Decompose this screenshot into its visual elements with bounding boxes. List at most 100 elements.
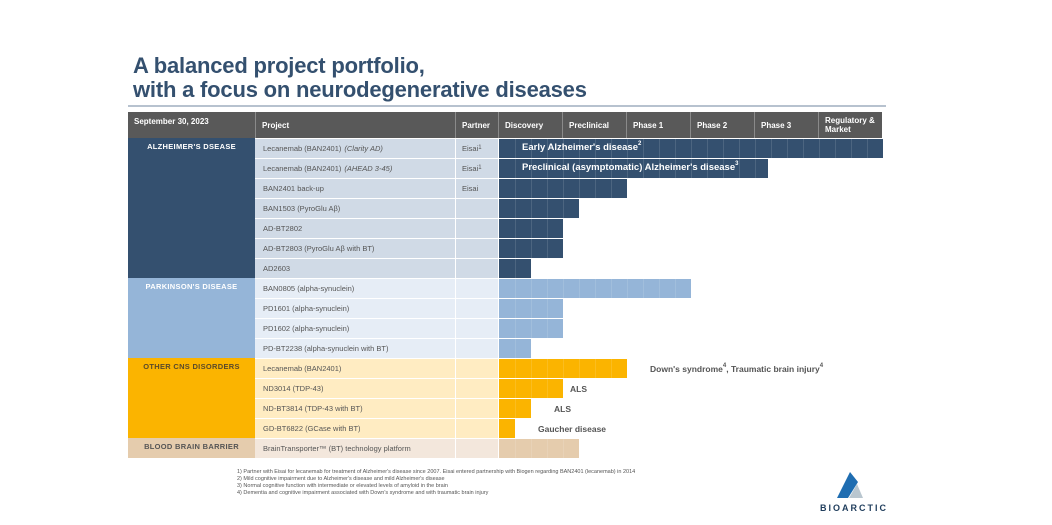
title-line-2: with a focus on neurodegenerative diseas… — [133, 77, 587, 102]
bar-gridline — [563, 199, 564, 218]
table-row: BAN2401 back-up Eisai — [255, 179, 498, 198]
bar-gridline — [531, 439, 532, 458]
project-name: Lecanemab (BAN2401) (Clarity AD) — [255, 139, 455, 158]
indication-footnote-ref: 2 — [637, 141, 642, 147]
bar-gridline — [675, 139, 676, 158]
bar-gridline — [547, 359, 548, 378]
pipeline-bar — [499, 279, 691, 298]
partner-cell — [456, 319, 498, 338]
partner-name: Eisai — [462, 184, 479, 193]
bar-gridline — [755, 139, 756, 158]
bar-gridline — [803, 139, 804, 158]
header-date: September 30, 2023 — [128, 112, 255, 138]
pipeline-bar — [499, 419, 515, 438]
table-row: PD-BT2238 (alpha-synuclein with BT) — [255, 339, 498, 358]
page-title: A balanced project portfolio, with a foc… — [133, 54, 587, 102]
indication-footnote-ref: 4 — [722, 363, 727, 369]
bar-gridline — [675, 279, 676, 298]
bar-gridline — [531, 179, 532, 198]
header-project: Project — [255, 112, 455, 138]
pipeline-bar — [499, 219, 563, 238]
indication-label-external: ALS — [554, 404, 571, 414]
header-partner: Partner — [455, 112, 498, 138]
bar-gridline — [531, 139, 532, 158]
bar-gridline — [515, 179, 516, 198]
project-name-text: ND-BT3814 (TDP-43 with BT) — [263, 404, 363, 413]
partner-cell — [456, 379, 498, 398]
bar-gridline — [595, 139, 596, 158]
partner-name: Eisai — [462, 144, 479, 153]
indication-label: Preclinical (asymptomatic) Alzheimer's d… — [522, 161, 739, 173]
partner-cell: Eisai — [456, 179, 498, 198]
bar-gridline — [547, 159, 548, 178]
bar-gridline — [515, 279, 516, 298]
table-row: GD-BT6822 (GCase with BT) — [255, 419, 498, 438]
project-name: ND-BT3814 (TDP-43 with BT) — [255, 399, 455, 418]
project-name-text: AD2603 — [263, 264, 291, 273]
header-stage-phase3: Phase 3 — [754, 112, 818, 138]
bar-gridline — [531, 279, 532, 298]
partner-cell — [456, 279, 498, 298]
bar-gridline — [611, 279, 612, 298]
bar-gridline — [771, 139, 772, 158]
bar-gridline — [531, 319, 532, 338]
partner-name: Eisai — [462, 164, 479, 173]
bar-gridline — [595, 159, 596, 178]
bar-gridline — [643, 139, 644, 158]
category-blood-brain-barrier: BLOOD BRAIN BARRIER — [128, 438, 255, 458]
header-stage-discovery: Discovery — [498, 112, 562, 138]
project-name-text: BAN0805 (alpha-synuclein) — [263, 284, 355, 293]
project-name: PD-BT2238 (alpha-synuclein with BT) — [255, 339, 455, 358]
pipeline-bar — [499, 319, 563, 338]
indication-label-external: ALS — [570, 384, 587, 394]
bar-gridline — [531, 239, 532, 258]
table-row: ND-BT3814 (TDP-43 with BT) — [255, 399, 498, 418]
table-row: PD1601 (alpha-synuclein) — [255, 299, 498, 318]
project-name: ND3014 (TDP-43) — [255, 379, 455, 398]
bar-gridline — [611, 159, 612, 178]
bar-gridline — [531, 219, 532, 238]
bar-gridline — [659, 159, 660, 178]
project-name-text: Lecanemab (BAN2401) — [263, 364, 342, 373]
partner-cell — [456, 419, 498, 438]
table-row: BAN0805 (alpha-synuclein) — [255, 279, 498, 298]
bar-gridline — [819, 139, 820, 158]
bar-gridline — [627, 159, 628, 178]
partner-cell — [456, 259, 498, 278]
indication-label-external: Gaucher disease — [538, 424, 606, 434]
bar-gridline — [595, 179, 596, 198]
bar-gridline — [547, 439, 548, 458]
bar-gridline — [835, 139, 836, 158]
bar-gridline — [579, 279, 580, 298]
bar-gridline — [579, 179, 580, 198]
indication-text: Preclinical (asymptomatic) Alzheimer's d… — [522, 162, 736, 173]
footnote-1: 1) Partner with Eisai for lecanemab for … — [237, 469, 636, 475]
project-name: Lecanemab (BAN2401) (AHEAD 3-45) — [255, 159, 455, 178]
indication-text-2: , Traumatic brain injury — [726, 364, 820, 374]
partner-footnote-ref: 1 — [478, 144, 482, 151]
bar-gridline — [579, 359, 580, 378]
pipeline-bar — [499, 359, 627, 378]
table-row: AD-BT2803 (PyroGlu Aβ with BT) — [255, 239, 498, 258]
bar-gridline — [611, 359, 612, 378]
partner-cell — [456, 439, 498, 458]
table-row: Lecanemab (BAN2401) (Clarity AD) Eisai 1 — [255, 139, 498, 158]
footnote-2: 2) Mild cognitive impairment due to Alzh… — [237, 476, 445, 482]
indication-footnote-ref: 3 — [735, 161, 739, 167]
project-name-text: BAN2401 back-up — [263, 184, 324, 193]
bar-gridline — [515, 359, 516, 378]
indication-footnote-ref-2: 4 — [819, 363, 824, 369]
indication-text: ALS — [554, 404, 571, 414]
pipeline-bar — [499, 259, 531, 278]
pipeline-bar — [499, 199, 579, 218]
bar-gridline — [563, 139, 564, 158]
project-name: GD-BT6822 (GCase with BT) — [255, 419, 455, 438]
bar-gridline — [627, 139, 628, 158]
header-stage-regulatory: Regulatory & Market — [818, 112, 882, 138]
category-other-cns: OTHER CNS DISORDERS — [128, 358, 255, 438]
bar-gridline — [563, 159, 564, 178]
indication-text: Gaucher disease — [538, 424, 607, 434]
bar-gridline — [611, 139, 612, 158]
project-name: AD2603 — [255, 259, 455, 278]
partner-footnote-ref: 1 — [478, 164, 482, 171]
